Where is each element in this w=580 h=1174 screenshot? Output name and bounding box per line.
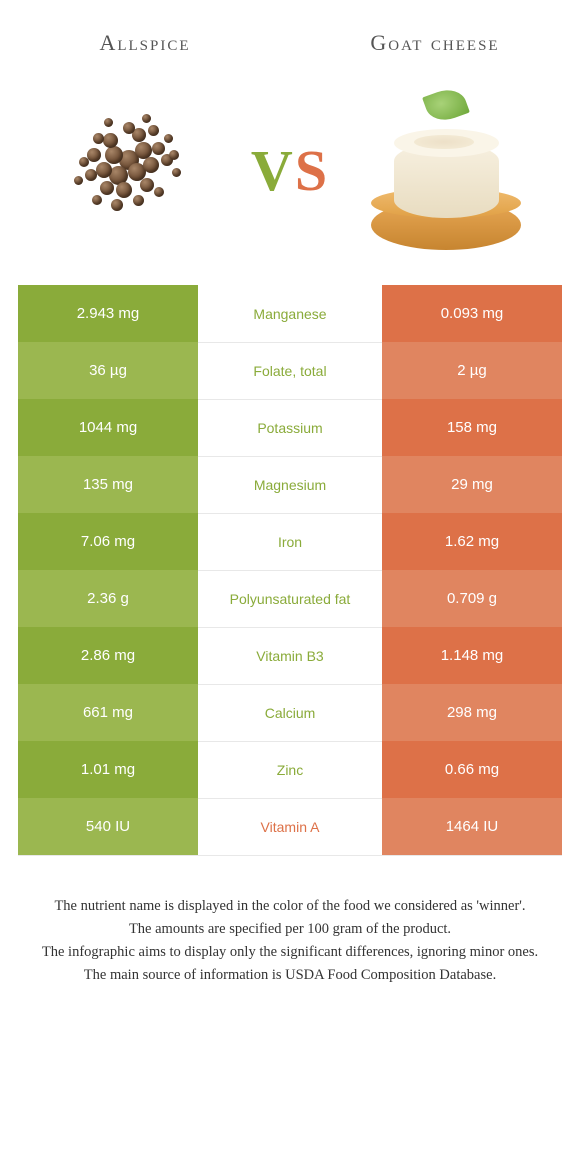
value-left: 661 mg [18,684,198,741]
allspice-image [44,80,224,260]
note-4: The main source of information is USDA F… [35,965,545,986]
nutrient-label: Polyunsaturated fat [198,570,382,627]
title-left: Allspice [45,30,245,55]
value-right: 0.709 g [382,570,562,627]
value-right: 298 mg [382,684,562,741]
table-row: 1.01 mgZinc0.66 mg [18,741,562,798]
vs-v: V [251,138,295,203]
table-row: 2.36 gPolyunsaturated fat0.709 g [18,570,562,627]
table-row: 7.06 mgIron1.62 mg [18,513,562,570]
images-row: VS [0,65,580,285]
note-2: The amounts are specified per 100 gram o… [35,919,545,940]
table-row: 2.943 mgManganese0.093 mg [18,285,562,342]
leaf-icon [422,84,470,126]
nutrient-label: Manganese [198,285,382,342]
nutrient-label: Vitamin B3 [198,627,382,684]
title-right: Goat cheese [335,30,535,55]
value-left: 2.943 mg [18,285,198,342]
value-right: 29 mg [382,456,562,513]
value-left: 36 µg [18,342,198,399]
nutrient-label: Zinc [198,741,382,798]
vs-s: S [295,138,329,203]
nutrient-label: Folate, total [198,342,382,399]
note-1: The nutrient name is displayed in the co… [35,896,545,917]
value-right: 0.66 mg [382,741,562,798]
value-right: 0.093 mg [382,285,562,342]
value-left: 2.86 mg [18,627,198,684]
nutrient-label: Magnesium [198,456,382,513]
nutrient-label: Potassium [198,399,382,456]
value-left: 540 IU [18,798,198,855]
nutrient-label: Calcium [198,684,382,741]
value-right: 158 mg [382,399,562,456]
table-row: 1044 mgPotassium158 mg [18,399,562,456]
value-right: 1.148 mg [382,627,562,684]
value-right: 2 µg [382,342,562,399]
header: Allspice Goat cheese [0,0,580,65]
footer-notes: The nutrient name is displayed in the co… [0,896,580,986]
value-left: 7.06 mg [18,513,198,570]
table-row: 540 IUVitamin A1464 IU [18,798,562,855]
table-row: 135 mgMagnesium29 mg [18,456,562,513]
vs-label: VS [251,137,329,204]
value-right: 1464 IU [382,798,562,855]
cheese [394,143,499,218]
comparison-table: 2.943 mgManganese0.093 mg36 µgFolate, to… [18,285,562,856]
nutrient-label: Vitamin A [198,798,382,855]
nutrient-label: Iron [198,513,382,570]
goat-cheese-image [356,80,536,260]
value-left: 1044 mg [18,399,198,456]
value-right: 1.62 mg [382,513,562,570]
value-left: 1.01 mg [18,741,198,798]
value-left: 2.36 g [18,570,198,627]
table-row: 2.86 mgVitamin B31.148 mg [18,627,562,684]
value-left: 135 mg [18,456,198,513]
note-3: The infographic aims to display only the… [35,942,545,963]
table-row: 661 mgCalcium298 mg [18,684,562,741]
table-row: 36 µgFolate, total2 µg [18,342,562,399]
